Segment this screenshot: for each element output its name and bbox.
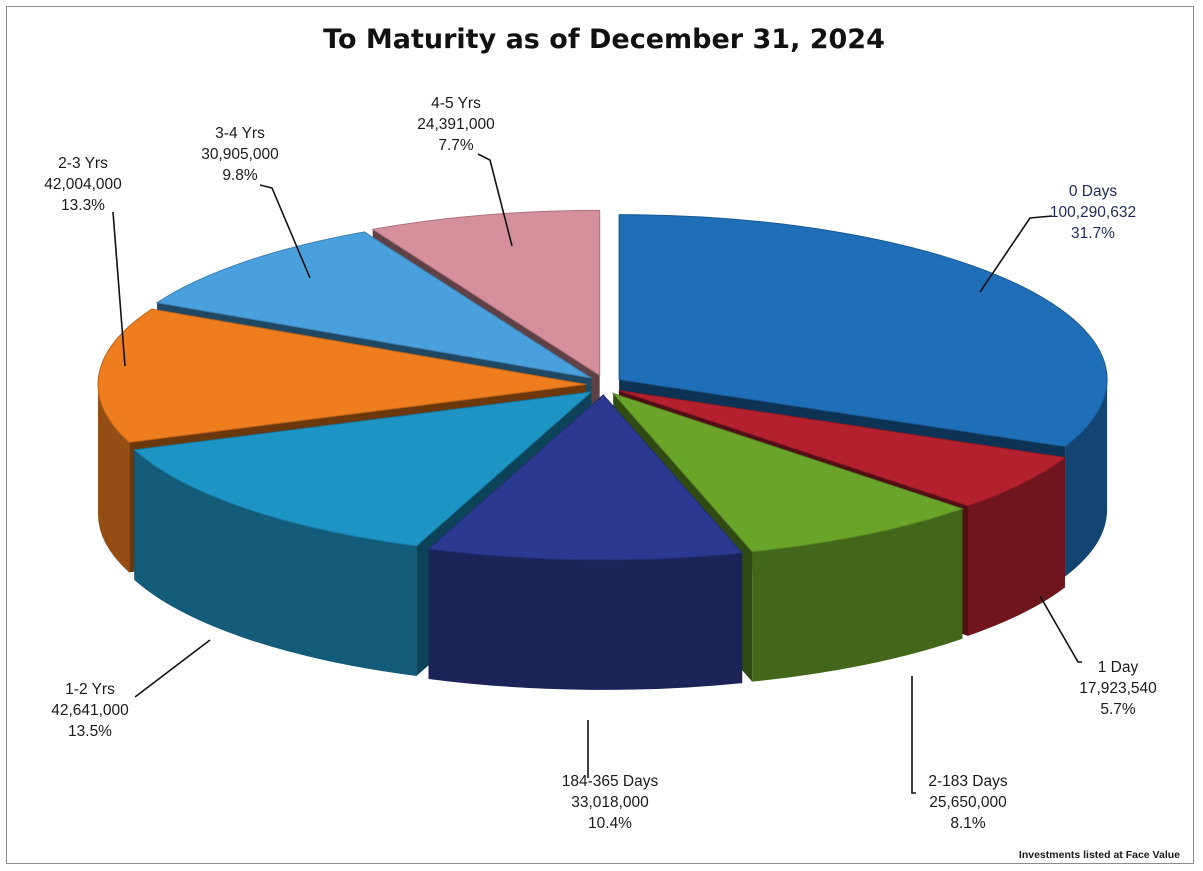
slice-label-3-4-yrs-value_text: 30,905,000 (201, 146, 279, 163)
slice-label-4-5-yrs-label: 4-5 Yrs (431, 95, 481, 112)
leader-line-1-day (1039, 595, 1082, 663)
slice-label-0-days-label: 0 Days (1069, 183, 1117, 200)
slice-label-0-days-value_text: 100,290,632 (1050, 204, 1136, 221)
slice-label-4-5-yrs-value_text: 24,391,000 (417, 116, 495, 133)
pie-slice-edge-1-day (968, 457, 1065, 636)
pie-slice-top-3-4-yrs (155, 231, 592, 379)
footnote: Investments listed at Face Value (1019, 849, 1180, 861)
leader-lines (112, 153, 1082, 794)
slice-label-2-183-days-pct: 8.1% (950, 815, 986, 832)
pie-slice-top-1-day (618, 390, 1067, 507)
pie-slice-top-2-3-yrs (97, 308, 587, 443)
leader-line-2-183-days (911, 676, 916, 794)
pie-slice-top-1-2-yrs (133, 391, 593, 547)
slice-label-2-3-yrs-label: 2-3 Yrs (58, 155, 108, 172)
pie-slice-top-0-days (618, 214, 1108, 448)
slice-label-1-2-yrs-value_text: 42,641,000 (51, 702, 129, 719)
slice-label-0-days-pct: 31.7% (1071, 225, 1115, 242)
leader-line-3-4-yrs (259, 184, 311, 279)
leader-line-2-3-yrs (112, 211, 126, 367)
pie-slice-top-2-183-days (611, 392, 964, 553)
pie-slice-edge-2-183-days (752, 508, 963, 682)
pie-slice-edge-2-3-yrs (98, 384, 130, 573)
slice-label-1-day-pct: 5.7% (1100, 701, 1136, 718)
pie-slice-top-4-5-yrs (371, 209, 601, 377)
slice-labels: 0 Days 100,290,632 31.7% 1 Day 17,923,540 5.7… (44, 95, 1157, 832)
slice-label-1-2-yrs-label: 1-2 Yrs (65, 681, 115, 698)
pie-slices (97, 209, 1108, 690)
slice-label-2-183-days-label: 2-183 Days (928, 773, 1008, 790)
pie-slice-edge-0-days (1065, 379, 1108, 577)
slice-label-1-2-yrs-pct: 13.5% (68, 723, 112, 740)
slice-label-4-5-yrs-pct: 7.7% (438, 137, 474, 154)
pie-slice-2-183-days (611, 392, 964, 682)
pie-slice-top-184-365-days (427, 394, 744, 561)
slice-label-184-365-days-value_text: 33,018,000 (571, 794, 649, 811)
slice-label-184-365-days-pct: 10.4% (588, 815, 632, 832)
slice-label-2-3-yrs-pct: 13.3% (61, 197, 105, 214)
slice-label-3-4-yrs-label: 3-4 Yrs (215, 125, 265, 142)
chart-title: To Maturity as of December 31, 2024 (323, 24, 885, 55)
pie-slice-184-365-days (427, 394, 744, 690)
leader-line-1-2-yrs (134, 639, 211, 698)
slice-label-1-day-value_text: 17,923,540 (1079, 680, 1157, 697)
slice-label-184-365-days-label: 184-365 Days (562, 773, 659, 790)
slice-label-1-day-label: 1 Day (1098, 659, 1139, 676)
slice-label-3-4-yrs-pct: 9.8% (222, 167, 258, 184)
slice-label-2-183-days-value_text: 25,650,000 (929, 794, 1007, 811)
leader-line-4-5-yrs (477, 153, 513, 247)
pie-slice-edge-1-2-yrs (134, 449, 417, 677)
pie-slice-edge-184-365-days (428, 548, 743, 690)
slice-label-2-3-yrs-value_text: 42,004,000 (44, 176, 122, 193)
leader-line-0-days (979, 215, 1053, 293)
